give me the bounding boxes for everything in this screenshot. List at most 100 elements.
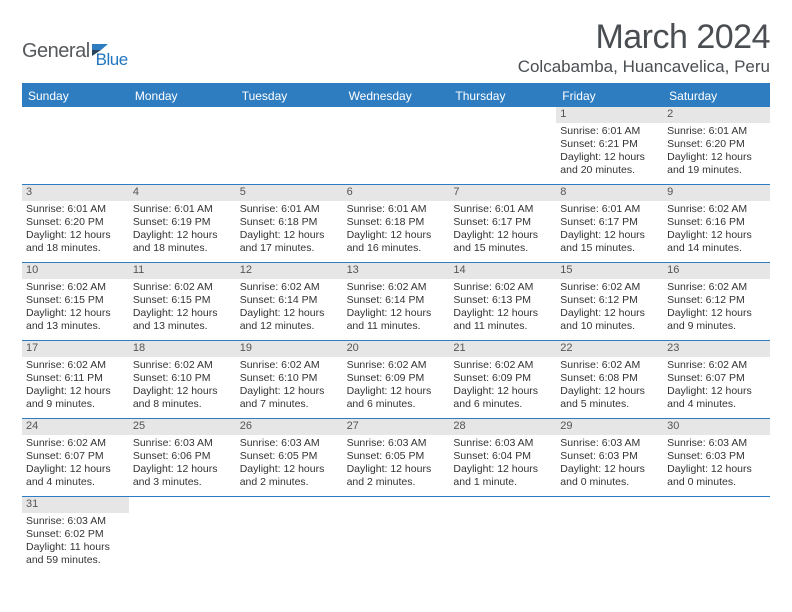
sunrise-line: Sunrise: 6:02 AM — [26, 437, 125, 450]
calendar-cell — [449, 497, 556, 575]
sunset-line: Sunset: 6:04 PM — [453, 450, 552, 463]
sunrise-line: Sunrise: 6:03 AM — [133, 437, 232, 450]
day-number: 29 — [556, 419, 663, 435]
calendar-cell — [236, 497, 343, 575]
calendar-cell: 25Sunrise: 6:03 AMSunset: 6:06 PMDayligh… — [129, 419, 236, 497]
sunset-line: Sunset: 6:02 PM — [26, 528, 125, 541]
day-number: 31 — [22, 497, 129, 513]
calendar-cell: 17Sunrise: 6:02 AMSunset: 6:11 PMDayligh… — [22, 341, 129, 419]
day-number: 16 — [663, 263, 770, 279]
day-number: 25 — [129, 419, 236, 435]
weekday-header: Sunday — [22, 85, 129, 107]
calendar-cell — [449, 107, 556, 185]
day-number: 30 — [663, 419, 770, 435]
sunset-line: Sunset: 6:09 PM — [347, 372, 446, 385]
calendar-cell — [129, 497, 236, 575]
calendar-cell: 30Sunrise: 6:03 AMSunset: 6:03 PMDayligh… — [663, 419, 770, 497]
calendar-cell: 29Sunrise: 6:03 AMSunset: 6:03 PMDayligh… — [556, 419, 663, 497]
sunrise-line: Sunrise: 6:01 AM — [240, 203, 339, 216]
calendar-cell — [22, 107, 129, 185]
sunset-line: Sunset: 6:08 PM — [560, 372, 659, 385]
calendar-cell: 3Sunrise: 6:01 AMSunset: 6:20 PMDaylight… — [22, 185, 129, 263]
calendar-cell: 27Sunrise: 6:03 AMSunset: 6:05 PMDayligh… — [343, 419, 450, 497]
sunset-line: Sunset: 6:12 PM — [560, 294, 659, 307]
sunset-line: Sunset: 6:15 PM — [26, 294, 125, 307]
weekday-header: Thursday — [449, 85, 556, 107]
calendar-cell — [129, 107, 236, 185]
daylight-line: Daylight: 12 hours and 11 minutes. — [347, 307, 446, 333]
sunrise-line: Sunrise: 6:03 AM — [453, 437, 552, 450]
sunrise-line: Sunrise: 6:01 AM — [560, 203, 659, 216]
daylight-line: Daylight: 12 hours and 2 minutes. — [240, 463, 339, 489]
sunset-line: Sunset: 6:17 PM — [453, 216, 552, 229]
sunrise-line: Sunrise: 6:02 AM — [133, 281, 232, 294]
sunrise-line: Sunrise: 6:02 AM — [240, 359, 339, 372]
calendar-cell — [343, 107, 450, 185]
calendar-cell: 13Sunrise: 6:02 AMSunset: 6:14 PMDayligh… — [343, 263, 450, 341]
sunset-line: Sunset: 6:07 PM — [26, 450, 125, 463]
sunrise-line: Sunrise: 6:02 AM — [26, 281, 125, 294]
sunset-line: Sunset: 6:19 PM — [133, 216, 232, 229]
daylight-line: Daylight: 12 hours and 16 minutes. — [347, 229, 446, 255]
daylight-line: Daylight: 12 hours and 1 minute. — [453, 463, 552, 489]
calendar-cell: 2Sunrise: 6:01 AMSunset: 6:20 PMDaylight… — [663, 107, 770, 185]
day-number: 17 — [22, 341, 129, 357]
day-number: 13 — [343, 263, 450, 279]
logo-text-general: General — [22, 40, 90, 63]
daylight-line: Daylight: 11 hours and 59 minutes. — [26, 541, 125, 567]
day-number: 8 — [556, 185, 663, 201]
sunrise-line: Sunrise: 6:03 AM — [347, 437, 446, 450]
calendar-cell: 4Sunrise: 6:01 AMSunset: 6:19 PMDaylight… — [129, 185, 236, 263]
daylight-line: Daylight: 12 hours and 6 minutes. — [347, 385, 446, 411]
sunset-line: Sunset: 6:13 PM — [453, 294, 552, 307]
location: Colcabamba, Huancavelica, Peru — [518, 57, 770, 77]
calendar-cell: 12Sunrise: 6:02 AMSunset: 6:14 PMDayligh… — [236, 263, 343, 341]
calendar-cell: 15Sunrise: 6:02 AMSunset: 6:12 PMDayligh… — [556, 263, 663, 341]
logo-text-blue: Blue — [96, 50, 128, 70]
sunrise-line: Sunrise: 6:03 AM — [560, 437, 659, 450]
calendar-cell: 11Sunrise: 6:02 AMSunset: 6:15 PMDayligh… — [129, 263, 236, 341]
day-number: 5 — [236, 185, 343, 201]
sunset-line: Sunset: 6:07 PM — [667, 372, 766, 385]
weekday-header: Friday — [556, 85, 663, 107]
daylight-line: Daylight: 12 hours and 11 minutes. — [453, 307, 552, 333]
header: General Blue March 2024 Colcabamba, Huan… — [22, 18, 770, 77]
daylight-line: Daylight: 12 hours and 12 minutes. — [240, 307, 339, 333]
daylight-line: Daylight: 12 hours and 18 minutes. — [26, 229, 125, 255]
day-number: 26 — [236, 419, 343, 435]
calendar-cell: 9Sunrise: 6:02 AMSunset: 6:16 PMDaylight… — [663, 185, 770, 263]
calendar-cell: 31 Sunrise: 6:03 AMSunset: 6:02 PMDayligh… — [22, 497, 129, 575]
calendar-cell — [556, 497, 663, 575]
weekday-header: Tuesday — [236, 85, 343, 107]
calendar-grid: SundayMondayTuesdayWednesdayThursdayFrid… — [22, 83, 770, 575]
sunrise-line: Sunrise: 6:02 AM — [667, 203, 766, 216]
calendar-cell — [236, 107, 343, 185]
sunrise-line: Sunrise: 6:03 AM — [26, 515, 125, 528]
daylight-line: Daylight: 12 hours and 9 minutes. — [667, 307, 766, 333]
sunrise-line: Sunrise: 6:03 AM — [240, 437, 339, 450]
sunset-line: Sunset: 6:20 PM — [26, 216, 125, 229]
day-number: 15 — [556, 263, 663, 279]
day-number: 23 — [663, 341, 770, 357]
sunrise-line: Sunrise: 6:02 AM — [347, 281, 446, 294]
day-number: 7 — [449, 185, 556, 201]
daylight-line: Daylight: 12 hours and 15 minutes. — [560, 229, 659, 255]
daylight-line: Daylight: 12 hours and 0 minutes. — [667, 463, 766, 489]
day-number: 18 — [129, 341, 236, 357]
calendar-cell — [343, 497, 450, 575]
calendar-cell: 24Sunrise: 6:02 AMSunset: 6:07 PMDayligh… — [22, 419, 129, 497]
daylight-line: Daylight: 12 hours and 20 minutes. — [560, 151, 659, 177]
daylight-line: Daylight: 12 hours and 2 minutes. — [347, 463, 446, 489]
daylight-line: Daylight: 12 hours and 14 minutes. — [667, 229, 766, 255]
sunrise-line: Sunrise: 6:01 AM — [347, 203, 446, 216]
sunset-line: Sunset: 6:15 PM — [133, 294, 232, 307]
sunrise-line: Sunrise: 6:01 AM — [560, 125, 659, 138]
daylight-line: Daylight: 12 hours and 17 minutes. — [240, 229, 339, 255]
sunset-line: Sunset: 6:05 PM — [240, 450, 339, 463]
sunrise-line: Sunrise: 6:02 AM — [240, 281, 339, 294]
page-title: March 2024 — [518, 18, 770, 57]
sunset-line: Sunset: 6:17 PM — [560, 216, 659, 229]
day-number: 10 — [22, 263, 129, 279]
calendar-cell — [663, 497, 770, 575]
day-number: 4 — [129, 185, 236, 201]
